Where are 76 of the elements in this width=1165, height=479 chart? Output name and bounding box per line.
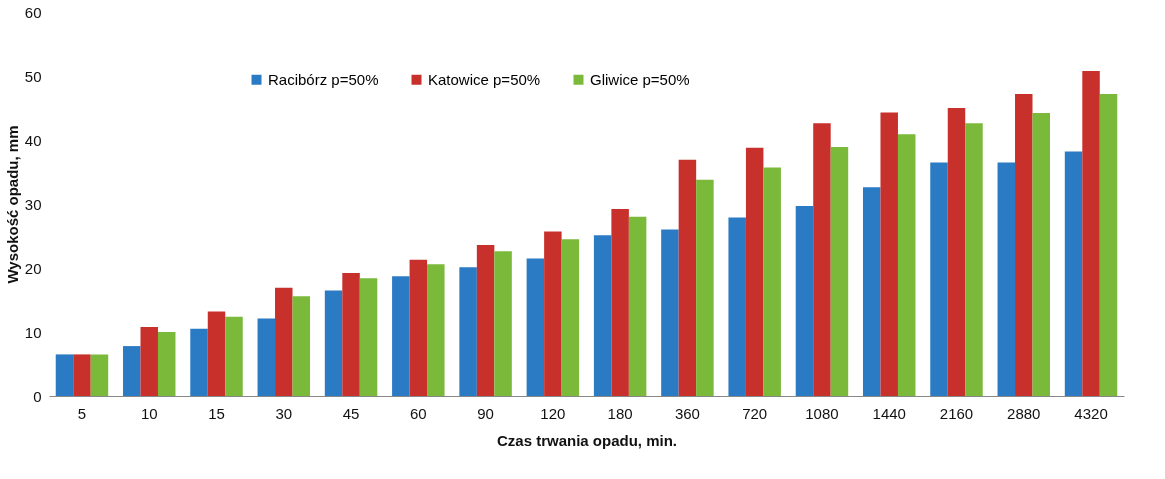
- bar: [795, 205, 814, 396]
- bar: [190, 328, 208, 396]
- x-tick-label: 90: [477, 404, 494, 422]
- bar: [813, 123, 831, 396]
- x-tick-label: 4320: [1074, 404, 1108, 422]
- bar: [392, 276, 410, 396]
- bar: [342, 273, 360, 396]
- x-tick-label: 1080: [805, 404, 839, 422]
- legend-label: Gliwice p=50%: [590, 70, 690, 88]
- y-tick-label: 30: [24, 195, 42, 213]
- x-axis-title: Czas trwania opadu, min.: [496, 431, 678, 449]
- bar: [207, 311, 226, 396]
- bar: [1015, 93, 1033, 396]
- x-tick-label: 5: [77, 404, 87, 422]
- bar: [678, 159, 697, 396]
- y-tick-label: 50: [24, 67, 42, 85]
- bar: [628, 216, 647, 396]
- bar: [275, 287, 293, 396]
- x-tick-label: 720: [742, 404, 768, 422]
- bar: [880, 112, 898, 396]
- x-tick-label: 360: [674, 404, 700, 422]
- bar: [930, 162, 948, 396]
- y-tick-label: 40: [24, 131, 42, 149]
- bar: [459, 267, 477, 396]
- bar: [862, 187, 881, 396]
- bar: [324, 290, 343, 396]
- bar: [123, 346, 141, 396]
- bar: [427, 264, 445, 396]
- bar: [745, 147, 764, 396]
- bar: [997, 162, 1016, 396]
- x-tick-label: 120: [540, 404, 566, 422]
- bar: [90, 354, 109, 396]
- bar: [544, 231, 562, 396]
- x-tick-label: 15: [208, 404, 225, 422]
- bar: [55, 354, 74, 396]
- bar: [1064, 151, 1083, 396]
- x-tick-label: 60: [409, 404, 427, 422]
- bar: [965, 123, 983, 396]
- bar: [830, 147, 849, 396]
- bar: [661, 229, 679, 396]
- bar: [897, 134, 916, 396]
- bar: [257, 318, 276, 396]
- x-tick-label: 1440: [872, 404, 906, 422]
- bar: [561, 239, 580, 396]
- bar: [1082, 70, 1100, 396]
- x-tick-label: 180: [607, 404, 633, 422]
- bar: [494, 251, 512, 396]
- bar: [476, 244, 495, 396]
- y-tick-label: 0: [33, 387, 42, 405]
- bar: [526, 258, 545, 396]
- bar: [409, 259, 428, 396]
- y-axis-title: Wysokość opadu, mm: [3, 125, 21, 284]
- bar: [140, 326, 158, 396]
- y-tick-label: 20: [24, 259, 42, 277]
- bar: [593, 235, 612, 396]
- bar: [359, 278, 378, 396]
- bar: [225, 316, 243, 396]
- x-tick-label: 2160: [939, 404, 974, 422]
- bar: [728, 217, 746, 396]
- bar: [947, 108, 966, 396]
- y-tick-label: 60: [24, 3, 42, 21]
- x-tick-label: 10: [140, 404, 158, 422]
- x-tick-label: 30: [275, 404, 293, 422]
- legend-label: Katowice p=50%: [428, 70, 541, 88]
- legend-label: Racibórz p=50%: [268, 70, 379, 88]
- bar: [696, 179, 714, 396]
- x-tick-label: 45: [342, 404, 360, 422]
- bar: [763, 167, 781, 396]
- bar: [73, 354, 91, 396]
- bar: [1099, 93, 1118, 396]
- y-tick-label: 10: [24, 323, 42, 341]
- x-tick-label: 2880: [1007, 404, 1041, 422]
- bar: [1032, 113, 1050, 396]
- bar: [611, 209, 629, 396]
- bar: [292, 296, 311, 396]
- bar: [157, 332, 176, 396]
